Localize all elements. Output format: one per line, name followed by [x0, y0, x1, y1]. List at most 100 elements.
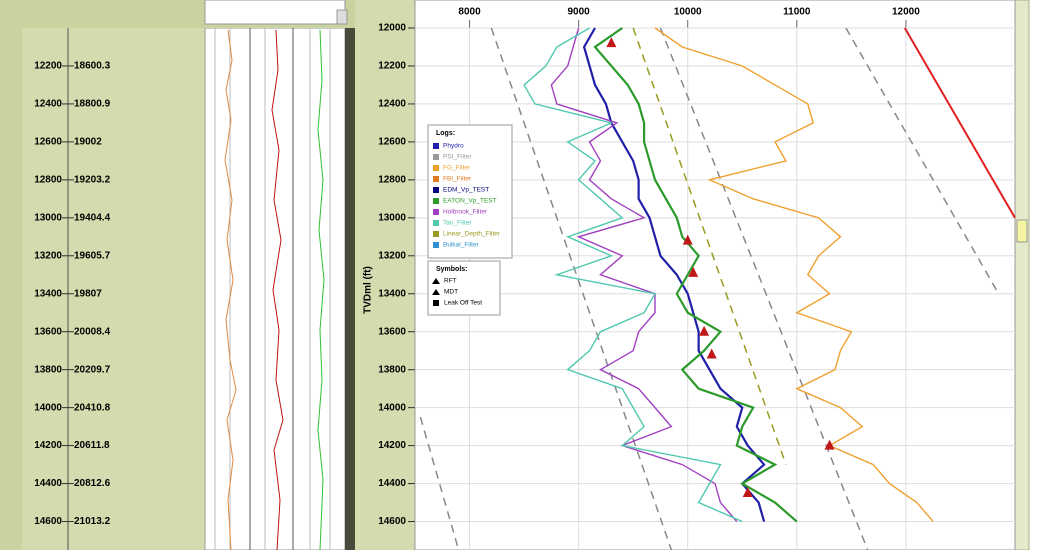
- y-tick-label: 13600: [378, 326, 406, 337]
- x-tick-label: 11000: [783, 7, 811, 18]
- scroll-thumb[interactable]: [1016, 219, 1028, 243]
- legend-label: Bulkal_Filter: [443, 242, 480, 249]
- y-tick-label: 13400: [378, 288, 406, 299]
- tvd-label: 13200: [34, 250, 62, 261]
- trend-line: [903, 27, 1016, 219]
- trend-line: [659, 27, 869, 551]
- pressure-point: [606, 37, 617, 48]
- tvd-label: 14200: [34, 440, 62, 451]
- scrollbar[interactable]: [1014, 0, 1030, 551]
- log-curve: [550, 27, 738, 522]
- tvd-label: 13000: [34, 212, 62, 223]
- track-curve: [317, 29, 325, 551]
- pressure-point: [706, 348, 717, 359]
- tvd-label: 13400: [34, 288, 62, 299]
- md-label: 19605.7: [74, 250, 111, 261]
- legend: [427, 124, 513, 259]
- symbol-label: Leak Off Test: [444, 300, 482, 307]
- legend-label: Linear_Depth_Filter: [443, 231, 501, 238]
- tvd-label: 14600: [34, 516, 62, 527]
- log-curve: [593, 27, 798, 523]
- track-curve: [224, 29, 237, 551]
- tvd-label: 13600: [34, 326, 62, 337]
- x-tick-label: 12000: [892, 7, 920, 18]
- y-tick-label: 13200: [378, 250, 406, 261]
- md-label: 19203.2: [74, 174, 111, 185]
- y-tick-label: 14200: [378, 440, 406, 451]
- legend-swatch: [433, 220, 439, 226]
- y-tick-label: 14600: [378, 516, 406, 527]
- legend-label: Tau_Filter: [443, 220, 472, 227]
- legend-swatch: [433, 231, 439, 237]
- legend-label: Holbrook_Filter: [443, 209, 488, 216]
- pressure-point: [688, 266, 699, 277]
- y-tick-label: 12600: [378, 137, 406, 148]
- y-tick-label: 13800: [378, 364, 406, 375]
- legend-swatch: [433, 242, 439, 248]
- md-label: 20812.6: [74, 478, 111, 489]
- track-header: [204, 0, 346, 25]
- y-tick-label: 14000: [378, 402, 406, 413]
- tvd-label: 12800: [34, 174, 62, 185]
- depth-panel: [22, 0, 205, 550]
- pressure-point: [742, 487, 753, 498]
- legend-swatch: [433, 187, 439, 193]
- y-tick-label: 12200: [378, 61, 406, 72]
- tvd-label: 14400: [34, 478, 62, 489]
- y-tick-label: 12800: [378, 174, 406, 185]
- md-label: 21013.2: [74, 516, 111, 527]
- symbol-icon: [432, 278, 440, 284]
- md-label: 18600.3: [74, 61, 111, 72]
- y-tick-label: 12400: [378, 99, 406, 110]
- tvd-label: 12400: [34, 99, 62, 110]
- tvd-label: 12600: [34, 137, 62, 148]
- legend-label: FG_Filter: [443, 165, 471, 172]
- dropdown[interactable]: [336, 9, 348, 25]
- symbol-label: RFT: [444, 278, 457, 285]
- md-label: 20209.7: [74, 364, 111, 375]
- trend-line: [632, 27, 787, 465]
- md-label: 19404.4: [74, 212, 111, 223]
- pressure-point: [699, 325, 710, 336]
- pressure-point: [824, 439, 835, 450]
- legend-swatch: [433, 154, 439, 160]
- tvd-label: 14000: [34, 402, 62, 413]
- y-tick-label: 14400: [378, 478, 406, 489]
- legend-swatch: [433, 165, 439, 171]
- legend-swatch: [433, 209, 439, 215]
- symbol-label: MDT: [444, 289, 458, 296]
- legend-label: EDM_Vp_TEST: [443, 187, 489, 194]
- x-axis-header: [414, 0, 1016, 29]
- pressure-point: [682, 234, 693, 245]
- plot: [414, 0, 1016, 551]
- splitter[interactable]: [345, 28, 355, 550]
- md-label: 20410.8: [74, 402, 111, 413]
- md-label: 19002: [74, 137, 102, 148]
- md-label: 18800.9: [74, 99, 111, 110]
- plot-area: [414, 27, 1016, 551]
- log-curve: [582, 27, 766, 522]
- trend-line: [419, 416, 460, 551]
- symbol-icon: [433, 300, 439, 306]
- legend-label: Phydro: [443, 143, 464, 150]
- x-tick-label: 10000: [674, 7, 702, 18]
- legend-swatch: [433, 176, 439, 182]
- symbols-legend: [427, 260, 501, 316]
- x-tick-label: 8000: [458, 7, 481, 18]
- y-tick-label: 13000: [378, 212, 406, 223]
- symbol-icon: [432, 289, 440, 295]
- legend-label: PSI_Filter: [443, 154, 472, 161]
- symbols-title: Symbols:: [436, 266, 468, 273]
- curve-track: [204, 27, 346, 551]
- md-label: 20611.8: [74, 440, 110, 451]
- log-curve: [654, 27, 934, 522]
- log-curve: [523, 27, 743, 523]
- tvd-label: 12200: [34, 61, 62, 72]
- legend-title: Logs:: [436, 130, 455, 137]
- track-curve: [271, 29, 284, 551]
- legend-label: EATON_Vp_TEST: [443, 198, 497, 205]
- y-tick-label: 12000: [378, 23, 406, 34]
- md-label: 19807: [74, 288, 102, 299]
- legend-swatch: [433, 143, 439, 149]
